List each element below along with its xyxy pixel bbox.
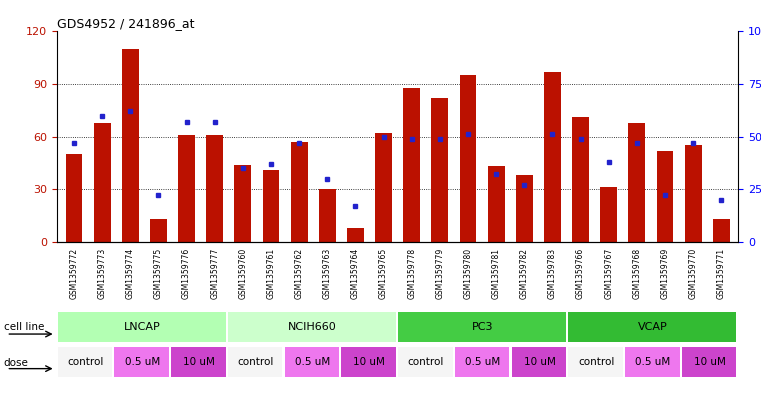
Bar	[626, 347, 680, 377]
Text: control: control	[67, 357, 103, 367]
Text: 10 uM: 10 uM	[353, 357, 385, 367]
Bar	[568, 312, 737, 342]
Text: 0.5 uM: 0.5 uM	[465, 357, 501, 367]
Text: PC3: PC3	[472, 322, 494, 332]
Bar	[347, 228, 364, 242]
Text: 10 uM: 10 uM	[183, 357, 215, 367]
Bar	[375, 133, 392, 242]
Bar	[319, 189, 336, 242]
Bar	[234, 165, 251, 242]
Bar	[544, 72, 561, 242]
Bar	[568, 347, 623, 377]
Text: control: control	[237, 357, 274, 367]
Bar	[342, 347, 396, 377]
Bar	[685, 145, 702, 242]
Text: cell line: cell line	[4, 322, 44, 332]
Bar	[58, 347, 112, 377]
Bar	[291, 142, 307, 242]
Bar	[511, 347, 566, 377]
Bar	[206, 135, 223, 242]
Text: 0.5 uM: 0.5 uM	[635, 357, 670, 367]
Text: 10 uM: 10 uM	[694, 357, 726, 367]
Bar	[228, 347, 282, 377]
Bar	[455, 347, 509, 377]
Bar	[431, 98, 448, 242]
Bar	[398, 347, 453, 377]
Bar	[122, 49, 139, 242]
Text: NCIH660: NCIH660	[288, 322, 337, 332]
Bar	[403, 88, 420, 242]
Bar	[488, 166, 505, 242]
Bar	[94, 123, 110, 242]
Text: control: control	[408, 357, 444, 367]
Text: dose: dose	[4, 358, 29, 368]
Bar	[228, 312, 396, 342]
Bar	[398, 312, 566, 342]
Bar	[285, 347, 339, 377]
Bar	[263, 170, 279, 242]
Bar	[600, 187, 617, 242]
Bar	[629, 123, 645, 242]
Bar	[682, 347, 737, 377]
Bar	[657, 151, 673, 242]
Bar	[516, 175, 533, 242]
Bar	[572, 117, 589, 242]
Bar	[150, 219, 167, 242]
Bar	[171, 347, 226, 377]
Text: LNCAP: LNCAP	[124, 322, 161, 332]
Bar	[114, 347, 169, 377]
Text: control: control	[578, 357, 614, 367]
Bar	[713, 219, 730, 242]
Text: 10 uM: 10 uM	[524, 357, 556, 367]
Bar	[178, 135, 195, 242]
Text: 0.5 uM: 0.5 uM	[295, 357, 330, 367]
Bar	[58, 312, 226, 342]
Text: VCAP: VCAP	[638, 322, 668, 332]
Text: 0.5 uM: 0.5 uM	[125, 357, 160, 367]
Text: GDS4952 / 241896_at: GDS4952 / 241896_at	[57, 17, 195, 30]
Bar	[65, 154, 82, 242]
Bar	[460, 75, 476, 242]
